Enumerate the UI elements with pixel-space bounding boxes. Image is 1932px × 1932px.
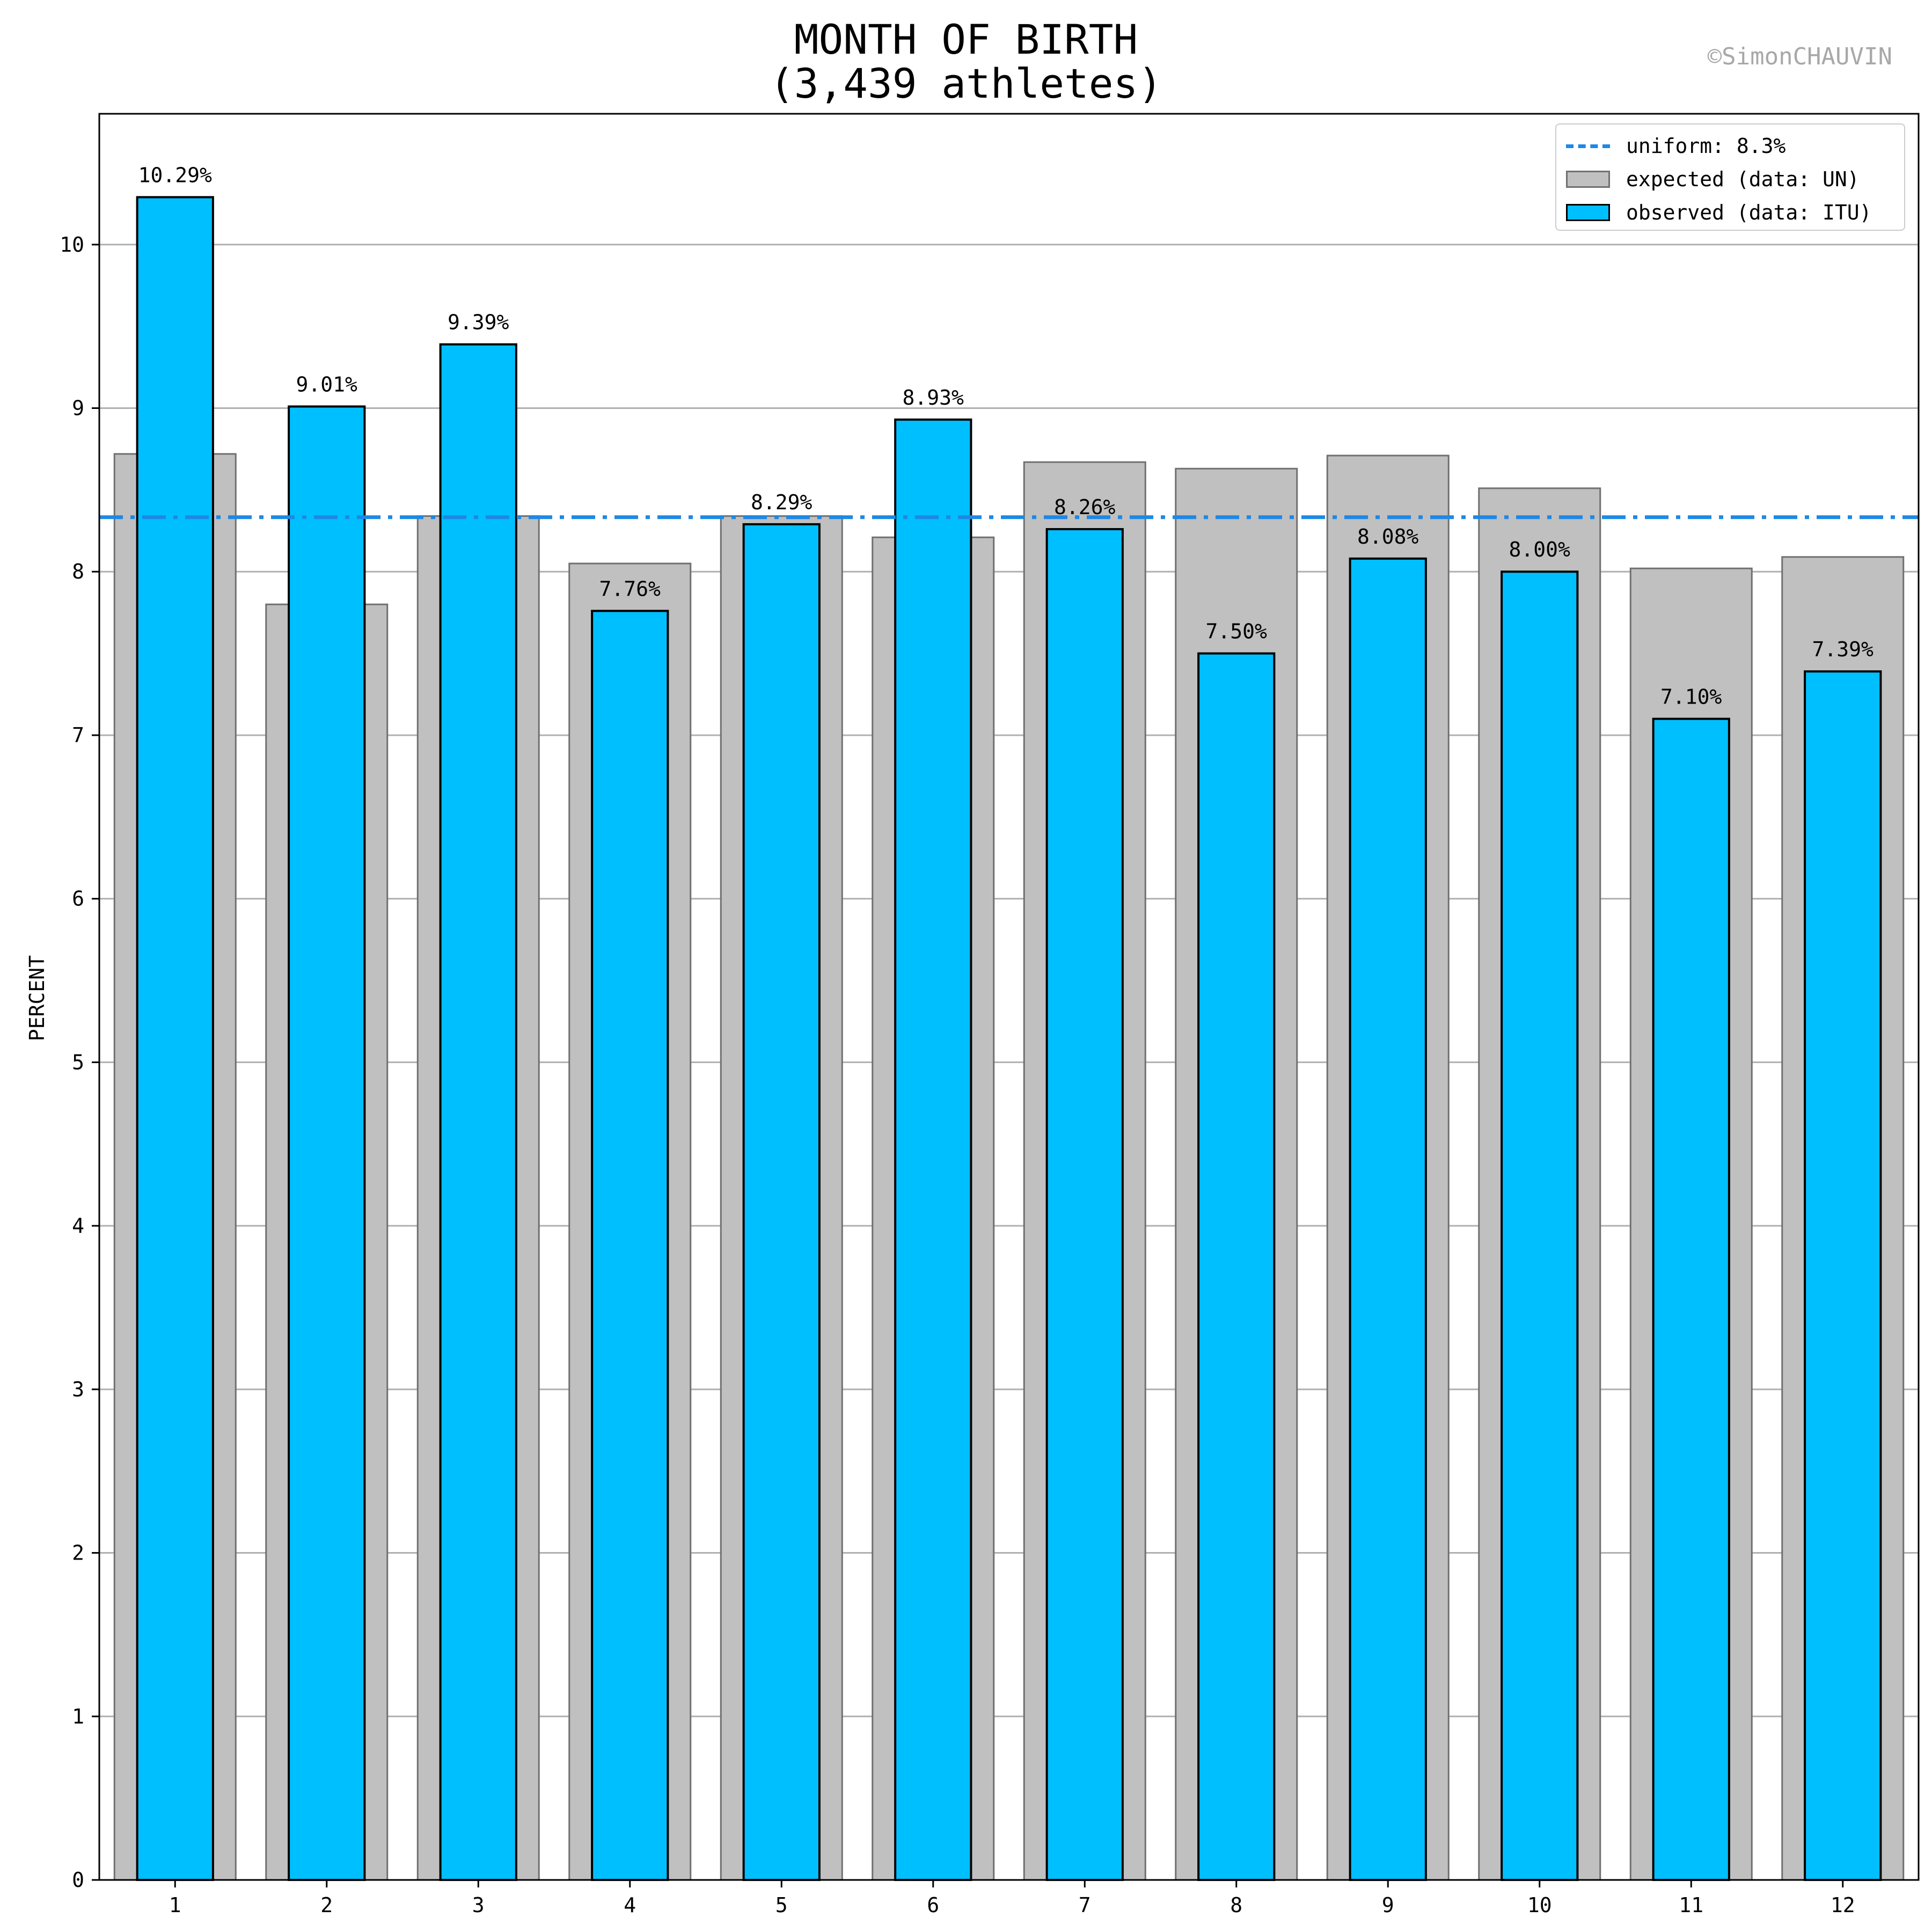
y-tick-label: 7 [72, 723, 84, 747]
observed-bar [1652, 718, 1730, 1881]
grid-layer [99, 244, 1919, 1881]
data-label: 8.08% [1357, 525, 1419, 548]
x-tick-label: 9 [1382, 1893, 1394, 1917]
x-tick-label: 12 [1831, 1893, 1855, 1917]
data-label: 7.10% [1660, 685, 1722, 708]
observed-bar [894, 418, 972, 1881]
y-axis-label: PERCENT [25, 955, 49, 1041]
observed-bar [288, 405, 366, 1881]
x-tick-label: 5 [775, 1893, 788, 1917]
legend-item-uniform: uniform: 8.3% [1566, 134, 1786, 158]
y-tick-label: 2 [72, 1541, 84, 1565]
legend-label-expected: expected (data: UN) [1626, 167, 1860, 191]
observed-bar [1501, 570, 1579, 1881]
data-label: 8.93% [903, 386, 964, 409]
y-tick-label: 5 [72, 1050, 84, 1074]
legend: uniform: 8.3% expected (data: UN) observ… [1555, 123, 1905, 231]
y-tick-label: 9 [72, 397, 84, 420]
y-tick-label: 3 [72, 1378, 84, 1401]
y-tick-label: 4 [72, 1214, 84, 1238]
x-tick-label: 1 [169, 1893, 181, 1917]
observed-bar [1804, 670, 1882, 1881]
data-labels: 10.29% 9.01% 9.39% 7.76% 8.29% 8.93% 8.26% 7.50… [138, 163, 1874, 708]
x-tick-label: 3 [472, 1893, 485, 1917]
x-tick-label: 8 [1230, 1893, 1242, 1917]
observed-bar [439, 343, 517, 1881]
legend-item-observed: observed (data: ITU) [1566, 201, 1872, 224]
legend-label-uniform: uniform: 8.3% [1626, 134, 1786, 158]
chart-subtitle: (3,439 athletes) [769, 60, 1163, 107]
y-tick-label: 6 [72, 887, 84, 911]
x-tick-label: 10 [1527, 1893, 1552, 1917]
x-tick-label: 11 [1679, 1893, 1703, 1917]
expected-bars [113, 453, 1905, 1881]
data-label: 7.50% [1206, 620, 1268, 643]
gray-swatch-icon [1566, 171, 1610, 188]
legend-item-expected: expected (data: UN) [1566, 167, 1860, 191]
chart-title: MONTH OF BIRTH [794, 16, 1138, 63]
y-tick-label: 1 [72, 1704, 84, 1728]
x-tick-label: 7 [1079, 1893, 1091, 1917]
observed-bars [136, 196, 1882, 1882]
legend-label-observed: observed (data: ITU) [1626, 201, 1872, 224]
y-tick-label: 10 [60, 233, 84, 257]
y-tick-label: 8 [72, 560, 84, 583]
observed-bar [742, 523, 821, 1881]
data-label: 10.29% [138, 163, 212, 187]
data-label: 8.29% [751, 491, 813, 514]
observed-bar [1045, 528, 1124, 1882]
observed-bar [1349, 557, 1427, 1881]
dash-line-icon [1566, 144, 1610, 148]
plot-frame [98, 113, 1920, 1881]
x-tick-label: 4 [624, 1893, 636, 1917]
data-label: 7.76% [599, 577, 661, 601]
blue-swatch-icon [1566, 204, 1610, 221]
data-label: 8.00% [1509, 538, 1571, 561]
observed-bar [136, 196, 214, 1881]
x-tick-label: 2 [320, 1893, 333, 1917]
data-label: 8.26% [1054, 495, 1116, 519]
data-label: 9.39% [448, 311, 509, 334]
watermark: ©SimonCHAUVIN [1707, 43, 1892, 70]
data-label: 7.39% [1812, 638, 1874, 661]
data-label: 9.01% [296, 372, 358, 396]
observed-bar [591, 610, 669, 1882]
observed-bar [1197, 652, 1276, 1882]
x-tick-label: 6 [927, 1893, 939, 1917]
y-tick-label: 0 [72, 1868, 84, 1892]
